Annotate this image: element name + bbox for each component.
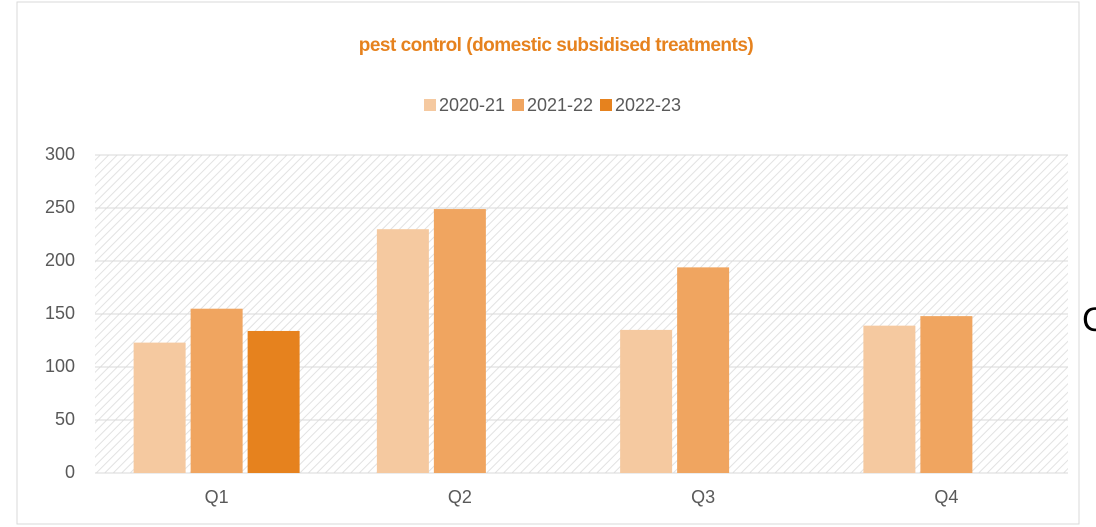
- x-tick-label: Q2: [448, 487, 472, 507]
- legend-swatch: [512, 99, 524, 111]
- y-tick-label: 300: [45, 144, 75, 164]
- y-tick-label: 200: [45, 250, 75, 270]
- legend-label: 2021-22: [527, 95, 593, 115]
- bar: [376, 229, 429, 473]
- y-tick-label: 250: [45, 197, 75, 217]
- legend-swatch: [600, 99, 612, 111]
- legend-label: 2022-23: [615, 95, 681, 115]
- bar: [190, 308, 243, 473]
- bar: [247, 330, 300, 473]
- bar: [920, 316, 973, 473]
- y-tick-label: 100: [45, 356, 75, 376]
- legend-label: 2020-21: [439, 95, 505, 115]
- y-tick-label: 50: [55, 409, 75, 429]
- x-tick-label: Q1: [205, 487, 229, 507]
- x-tick-label: Q4: [934, 487, 958, 507]
- y-tick-label: 0: [65, 462, 75, 482]
- y-tick-label: 150: [45, 303, 75, 323]
- bar: [433, 209, 486, 473]
- x-tick-label: Q3: [691, 487, 715, 507]
- chart-title: pest control (domestic subsidised treatm…: [359, 35, 754, 56]
- legend-swatch: [424, 99, 436, 111]
- bar: [863, 325, 916, 473]
- bar: [677, 267, 730, 473]
- bar: [620, 329, 673, 473]
- side-text: C: [1082, 301, 1096, 339]
- bar: [133, 342, 186, 473]
